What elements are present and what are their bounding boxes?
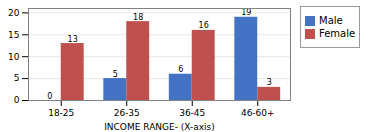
- svg-text:13: 13: [68, 35, 78, 44]
- svg-text:46-60+: 46-60+: [241, 108, 275, 118]
- svg-text:18: 18: [133, 13, 143, 22]
- svg-text:6: 6: [178, 65, 183, 74]
- html-text:Female: Female: [319, 28, 356, 39]
- svg-text:5: 5: [113, 70, 118, 79]
- html-text:Male: Male: [319, 15, 343, 26]
- svg-text:36-45: 36-45: [179, 108, 205, 118]
- svg-text:5: 5: [14, 73, 20, 83]
- svg-text:0: 0: [47, 92, 52, 101]
- svg-text:18-25: 18-25: [48, 108, 74, 118]
- svg-text:19: 19: [241, 8, 251, 17]
- svg-text:3: 3: [267, 78, 272, 87]
- svg-text:15: 15: [8, 30, 19, 40]
- svg-text:26-35: 26-35: [114, 108, 140, 118]
- svg-text:10: 10: [8, 52, 20, 62]
- svg-text:16: 16: [199, 21, 209, 30]
- svg-text:20: 20: [8, 8, 20, 18]
- svg-text:0: 0: [14, 95, 20, 105]
- svg-text:INCOME RANGE- (X-axis): INCOME RANGE- (X-axis): [104, 122, 215, 132]
